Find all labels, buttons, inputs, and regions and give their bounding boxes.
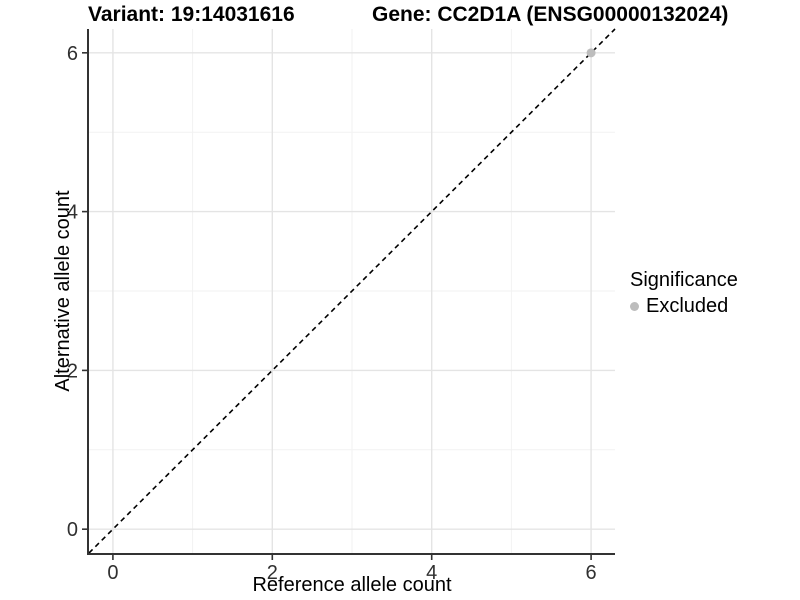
legend-entry-label: Excluded [646, 295, 729, 317]
x-axis-label: Reference allele count [252, 574, 452, 596]
gene-title: Gene: CC2D1A (ENSG00000132024) [372, 3, 729, 26]
y-axis-label: Alternative allele count [52, 190, 74, 392]
legend: Significance Excluded [630, 268, 738, 317]
y-tick-label: 2 [67, 360, 78, 382]
identity-dashed-line [88, 28, 616, 554]
y-tick-label: 4 [67, 202, 78, 224]
x-tick-label: 2 [267, 562, 278, 584]
data-point [586, 48, 596, 58]
legend-entry-excluded: Excluded [630, 295, 738, 317]
legend-title: Significance [630, 269, 738, 291]
x-tick-label: 0 [107, 562, 118, 584]
variant-title: Variant: 19:14031616 [88, 3, 295, 26]
y-tick-label: 0 [67, 519, 78, 541]
y-tick-label: 6 [67, 43, 78, 65]
x-tick-label: 4 [426, 562, 437, 584]
x-tick-label: 6 [586, 562, 597, 584]
legend-point-icon [630, 301, 639, 311]
